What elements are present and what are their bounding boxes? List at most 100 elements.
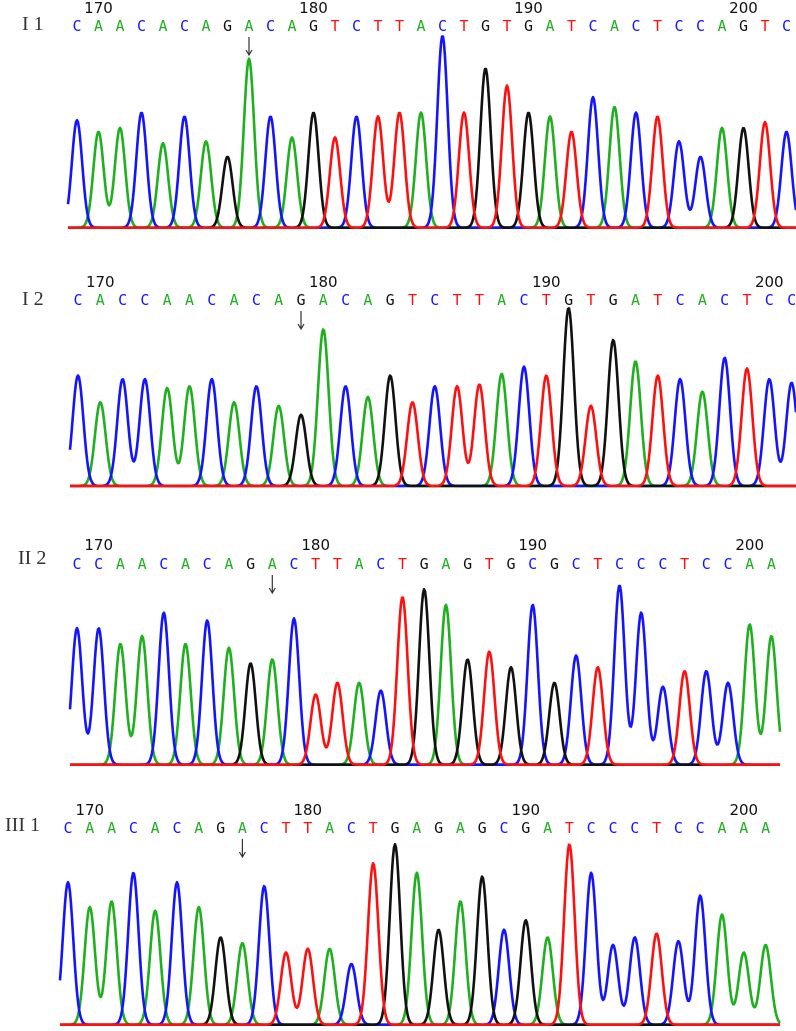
base-call: A — [698, 291, 707, 309]
position-tick-label: 190 — [514, 0, 543, 17]
base-call: A — [268, 555, 277, 573]
base-call: C — [631, 17, 640, 35]
base-call: C — [720, 291, 729, 309]
base-call: C — [63, 819, 72, 837]
base-call: C — [73, 291, 82, 309]
panel-label: III 1 — [5, 814, 40, 836]
base-call: C — [159, 555, 168, 573]
base-call: G — [309, 17, 318, 35]
base-call: C — [674, 17, 683, 35]
base-call: G — [524, 17, 533, 35]
base-call: G — [550, 555, 559, 573]
base-call: T — [565, 819, 574, 837]
base-call: C — [352, 17, 361, 35]
base-call: C — [118, 291, 127, 309]
base-call: G — [434, 819, 443, 837]
base-call: T — [330, 17, 339, 35]
base-call: C — [637, 555, 646, 573]
position-tick-label: 200 — [755, 273, 784, 291]
base-call: G — [246, 555, 255, 573]
base-call: C — [172, 819, 181, 837]
base-call: C — [94, 555, 103, 573]
base-call: C — [438, 17, 447, 35]
trace-T — [69, 596, 781, 766]
position-tick-label: 180 — [299, 0, 328, 17]
position-tick-label: 170 — [84, 0, 113, 17]
base-call: T — [311, 555, 320, 573]
base-call: T — [502, 17, 511, 35]
mutation-arrow-icon — [245, 37, 253, 57]
base-call: T — [586, 291, 595, 309]
base-call: A — [325, 819, 334, 837]
base-call: T — [485, 555, 494, 573]
base-call: C — [430, 291, 439, 309]
base-call: G — [390, 819, 399, 837]
base-call: C — [587, 819, 596, 837]
position-tick-label: 180 — [301, 536, 330, 554]
base-call: C — [180, 17, 189, 35]
base-call: A — [610, 17, 619, 35]
base-call: T — [652, 819, 661, 837]
trace-A — [69, 603, 782, 766]
trace-T — [59, 843, 781, 1026]
base-call: C — [140, 291, 149, 309]
base-call: C — [528, 555, 537, 573]
base-call: G — [478, 819, 487, 837]
base-call: C — [289, 555, 298, 573]
base-call: A — [287, 17, 296, 35]
base-call: A — [441, 555, 450, 573]
base-call: C — [203, 555, 212, 573]
base-call: A — [717, 819, 726, 837]
trace-T — [67, 84, 796, 229]
panel-label: I 2 — [22, 288, 44, 310]
base-call: A — [230, 291, 239, 309]
panel-label: I 1 — [22, 13, 44, 35]
base-call: C — [129, 819, 138, 837]
base-call: A — [456, 819, 465, 837]
base-call: A — [194, 819, 203, 837]
base-call: A — [739, 819, 748, 837]
position-tick-label: 180 — [293, 801, 322, 819]
base-call: C — [608, 819, 617, 837]
base-call: G — [521, 819, 530, 837]
base-call: C — [787, 291, 796, 309]
base-call: A — [201, 17, 210, 35]
position-tick-label: 190 — [532, 273, 561, 291]
base-call: A — [116, 555, 125, 573]
base-call: G — [609, 291, 618, 309]
base-call: A — [151, 819, 160, 837]
base-call: G — [296, 291, 305, 309]
base-call: A — [545, 17, 554, 35]
base-call: C — [519, 291, 528, 309]
base-call: A — [85, 819, 94, 837]
base-call: A — [717, 17, 726, 35]
trace-T — [69, 367, 796, 488]
base-call: A — [244, 17, 253, 35]
base-call: C — [572, 555, 581, 573]
base-call: C — [260, 819, 269, 837]
base-call: T — [593, 555, 602, 573]
base-call: C — [341, 291, 350, 309]
base-call: A — [96, 291, 105, 309]
base-call: T — [369, 819, 378, 837]
base-call: C — [72, 555, 81, 573]
base-call: A — [94, 17, 103, 35]
base-call: C — [376, 555, 385, 573]
mutation-arrow-icon — [297, 311, 305, 331]
position-tick-label: 170 — [84, 536, 113, 554]
base-call: C — [252, 291, 261, 309]
base-call: G — [564, 291, 573, 309]
base-call: T — [373, 17, 382, 35]
mutation-arrow-icon — [268, 575, 276, 595]
base-call: A — [767, 555, 776, 573]
base-call: G — [420, 555, 429, 573]
base-call: C — [765, 291, 774, 309]
position-tick-label: 200 — [729, 801, 758, 819]
base-call: T — [395, 17, 404, 35]
base-call: C — [499, 819, 508, 837]
base-call: T — [459, 17, 468, 35]
base-call: T — [475, 291, 484, 309]
